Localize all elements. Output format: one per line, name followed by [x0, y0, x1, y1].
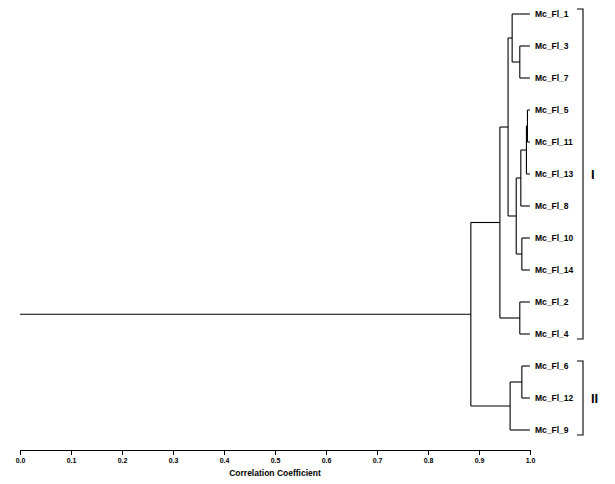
tick-mark	[479, 450, 480, 455]
branch	[508, 37, 512, 38]
tick-label: 1.0	[526, 457, 536, 464]
tick: 0.3	[169, 450, 179, 464]
tick-mark	[428, 450, 429, 455]
tick-mark	[377, 450, 378, 455]
branch	[521, 149, 527, 150]
leaf-label: Mc_Fl_2	[535, 297, 569, 307]
cluster-label: II	[591, 391, 598, 406]
cluster-bracket	[577, 361, 583, 435]
tick-label: 0.8	[424, 457, 434, 464]
branch	[516, 253, 522, 254]
tick: 0.9	[475, 450, 485, 464]
chart: Mc_Fl_1 Mc_Fl_3 Mc_Fl_7 Mc_Fl_5 Mc_Fl_11 Mc_F…	[0, 0, 615, 484]
leaf-label: Mc_Fl_7	[535, 73, 569, 83]
tick-mark	[173, 450, 174, 455]
branch	[520, 333, 530, 334]
tick-label: 0.4	[220, 457, 230, 464]
branch	[471, 222, 500, 223]
cluster-bracket	[577, 9, 583, 339]
tick-mark	[122, 450, 123, 455]
tick: 0.7	[373, 450, 383, 464]
branch	[526, 125, 527, 126]
branch	[527, 141, 530, 142]
branch	[510, 381, 522, 382]
branch	[522, 237, 530, 238]
leaf-label: Mc_Fl_13	[535, 169, 574, 179]
branch	[522, 365, 530, 366]
tick: 0.5	[271, 450, 281, 464]
dendrogram-branches	[20, 14, 530, 430]
tick-mark	[275, 450, 276, 455]
leaf-label: Mc_Fl_6	[535, 361, 569, 371]
leaf-label: Mc_Fl_9	[535, 425, 569, 435]
tick: 1.0	[526, 450, 536, 464]
merge-link	[527, 110, 528, 142]
tick-label: 0.9	[475, 457, 485, 464]
branch	[512, 13, 530, 14]
tick-label: 0.1	[67, 457, 77, 464]
tick: 0.0	[16, 450, 26, 464]
tick-label: 0.7	[373, 457, 383, 464]
branch	[500, 126, 508, 127]
tick: 0.2	[118, 450, 128, 464]
tick-label: 0.2	[118, 457, 128, 464]
tick: 0.4	[220, 450, 230, 464]
tick: 0.6	[322, 450, 332, 464]
cluster-label: I	[591, 167, 595, 182]
leaf-label: Mc_Fl_1	[535, 9, 569, 19]
branch	[520, 301, 530, 302]
branch	[521, 205, 530, 206]
labels: Mc_Fl_1 Mc_Fl_3 Mc_Fl_7 Mc_Fl_5 Mc_Fl_11 Mc_F…	[535, 9, 598, 435]
leaf-label: Mc_Fl_3	[535, 41, 569, 51]
tick: 0.8	[424, 450, 434, 464]
leaf-label: Mc_Fl_12	[535, 393, 574, 403]
leaf-label: Mc_Fl_11	[535, 137, 573, 147]
leaf-label: Mc_Fl_5	[535, 105, 569, 115]
tick-label: 0.6	[322, 457, 332, 464]
branch	[500, 317, 520, 318]
branch	[527, 109, 530, 110]
tick-mark	[20, 450, 21, 455]
branch	[522, 397, 530, 398]
leaf-label: Mc_Fl_8	[535, 201, 569, 211]
axis-title: Correlation Coefficient	[229, 468, 321, 478]
branch	[522, 269, 530, 270]
tick-label: 0.0	[16, 457, 26, 464]
leaf-label: Mc_Fl_14	[535, 265, 574, 275]
tick-mark	[224, 450, 225, 455]
branch	[516, 177, 521, 178]
branch	[508, 215, 516, 216]
branch	[471, 405, 510, 406]
branch	[510, 429, 530, 430]
branch	[520, 45, 530, 46]
root-branch	[20, 314, 471, 315]
leaf-label: Mc_Fl_4	[535, 329, 569, 339]
tick-label: 0.5	[271, 457, 281, 464]
branch	[526, 173, 530, 174]
branch	[512, 61, 520, 62]
tick-mark	[326, 450, 327, 455]
x-axis: 0.0 0.1 0.2 0.3 0.4 0.5 0.6 0.7 0.8 0.9 1.0	[16, 450, 536, 464]
tick-mark	[71, 450, 72, 455]
tick-mark	[530, 450, 531, 455]
tick: 0.1	[67, 450, 77, 464]
leaf-label: Mc_Fl_10	[535, 233, 574, 243]
tick-label: 0.3	[169, 457, 179, 464]
branch	[520, 77, 530, 78]
